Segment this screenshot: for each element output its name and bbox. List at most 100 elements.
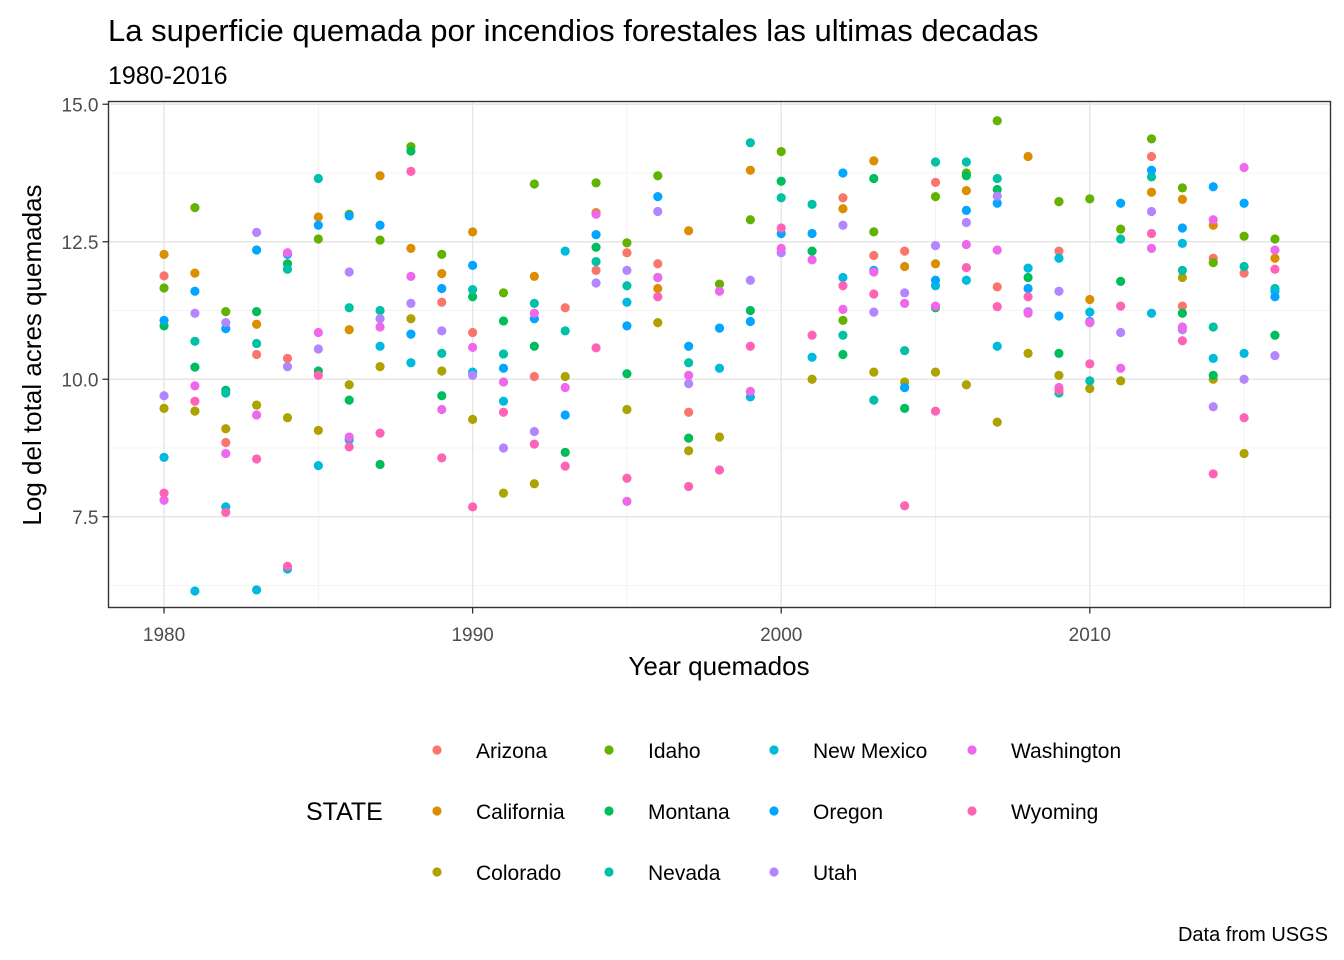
- data-point-montana: [900, 403, 910, 413]
- data-point-utah: [1146, 206, 1157, 217]
- data-point-nevada: [807, 199, 817, 209]
- data-point-nevada: [961, 157, 971, 167]
- data-point-montana: [1177, 308, 1187, 318]
- x-tick-label: 2000: [760, 625, 802, 646]
- data-point-montana: [1054, 348, 1064, 358]
- data-point-colorado: [807, 374, 817, 384]
- caption: Data from USGS: [1178, 924, 1328, 946]
- data-point-oregon: [807, 228, 817, 239]
- data-point-arizona: [1239, 268, 1249, 278]
- data-point-utah: [159, 391, 169, 401]
- data-point-nevada: [1208, 322, 1218, 332]
- data-point-montana: [807, 246, 817, 256]
- data-point-idaho: [714, 279, 725, 289]
- data-point-idaho: [1208, 258, 1218, 268]
- data-point-wyoming: [560, 461, 570, 471]
- data-point-wyoming: [930, 406, 941, 416]
- data-point-wyoming: [1270, 264, 1280, 274]
- data-point-arizona: [684, 407, 694, 417]
- legend-label-utah: Utah: [813, 862, 857, 885]
- data-point-utah: [252, 227, 262, 237]
- legend-label-arizona: Arizona: [476, 740, 548, 763]
- data-point-montana: [406, 146, 416, 156]
- data-point-idaho: [1146, 134, 1157, 144]
- data-point-wyoming: [807, 330, 817, 340]
- data-point-nevada: [930, 157, 941, 167]
- data-point-washington: [1177, 322, 1187, 332]
- data-point-montana: [252, 307, 262, 317]
- data-point-california: [344, 325, 354, 335]
- data-point-wyoming: [838, 281, 848, 291]
- data-point-nevada: [1116, 234, 1126, 244]
- data-point-utah: [838, 220, 848, 230]
- data-point-arizona: [930, 177, 941, 187]
- data-point-nevada: [1239, 261, 1249, 272]
- data-point-utah: [375, 314, 385, 324]
- data-point-nevada: [221, 388, 231, 398]
- data-point-wyoming: [714, 465, 725, 475]
- data-point-montana: [437, 391, 447, 401]
- data-point-oregon: [653, 192, 663, 202]
- data-point-washington: [313, 327, 323, 338]
- data-point-arizona: [900, 246, 910, 256]
- data-point-idaho: [313, 234, 323, 244]
- data-point-california: [375, 171, 385, 181]
- data-point-utah: [437, 326, 447, 336]
- data-point-nevada: [869, 395, 879, 405]
- data-point-arizona: [282, 353, 293, 363]
- data-point-idaho: [159, 283, 169, 293]
- data-point-nevada: [313, 173, 323, 184]
- data-point-colorado: [159, 403, 169, 413]
- data-point-nevada: [900, 346, 910, 356]
- data-point-colorado: [653, 318, 663, 328]
- data-point-nevada: [1085, 376, 1095, 386]
- data-point-idaho: [375, 235, 385, 245]
- data-point-montana: [560, 447, 570, 457]
- legend-label-colorado: Colorado: [476, 862, 561, 885]
- data-point-utah: [344, 267, 354, 277]
- data-point-wyoming: [684, 481, 694, 492]
- data-point-montana: [344, 395, 354, 405]
- data-point-oregon: [468, 260, 478, 270]
- data-point-wyoming: [1085, 359, 1095, 369]
- data-point-utah: [190, 308, 200, 318]
- data-point-oregon: [1239, 198, 1249, 208]
- data-point-nevada: [437, 348, 447, 358]
- data-point-new-mexico: [1085, 307, 1095, 317]
- data-point-wyoming: [653, 292, 663, 302]
- data-point-washington: [221, 448, 231, 459]
- data-point-colorado: [190, 406, 200, 416]
- data-point-wyoming: [406, 166, 416, 176]
- data-point-arizona: [221, 437, 231, 448]
- data-point-washington: [498, 377, 509, 387]
- data-point-california: [159, 249, 169, 259]
- data-point-utah: [653, 206, 663, 217]
- data-point-washington: [838, 304, 848, 314]
- data-point-montana: [684, 433, 694, 443]
- data-point-arizona: [1146, 151, 1157, 162]
- data-point-washington: [560, 382, 570, 393]
- data-point-new-mexico: [622, 297, 632, 307]
- data-point-utah: [992, 191, 1002, 201]
- data-point-nevada: [468, 285, 478, 295]
- data-point-nevada: [190, 336, 200, 346]
- data-point-new-mexico: [1054, 253, 1064, 263]
- legend-label-wyoming: Wyoming: [1011, 801, 1098, 824]
- data-point-nevada: [375, 305, 385, 316]
- data-point-nevada: [745, 138, 755, 148]
- data-point-arizona: [591, 265, 601, 275]
- data-point-montana: [622, 369, 632, 379]
- data-point-washington: [344, 432, 354, 442]
- data-point-colorado: [313, 425, 323, 435]
- data-point-new-mexico: [560, 246, 570, 256]
- data-point-colorado: [1239, 448, 1249, 459]
- data-point-washington: [1270, 245, 1280, 255]
- y-axis-title: Log del total acres quemadas: [17, 184, 47, 525]
- data-point-oregon: [406, 329, 416, 339]
- data-point-colorado: [437, 366, 447, 376]
- data-point-idaho: [437, 249, 447, 259]
- data-point-idaho: [1239, 231, 1249, 241]
- data-point-colorado: [961, 380, 971, 390]
- data-point-new-mexico: [313, 461, 323, 471]
- legend-label-montana: Montana: [648, 801, 730, 824]
